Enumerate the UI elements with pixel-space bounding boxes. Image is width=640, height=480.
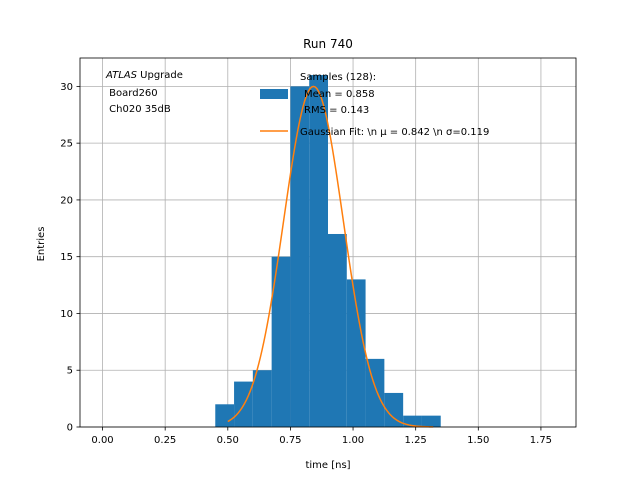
histogram-bar <box>215 404 235 427</box>
chart-title: Run 740 <box>303 37 353 51</box>
y-tick-label: 30 <box>60 82 73 93</box>
y-tick-label: 5 <box>67 366 73 377</box>
x-tick-label: 0.00 <box>91 435 113 446</box>
y-tick-label: 20 <box>60 195 73 206</box>
x-tick-label: 0.75 <box>279 435 301 446</box>
histogram-bar <box>384 392 404 427</box>
y-tick-label: 15 <box>60 252 73 263</box>
y-tick-label: 25 <box>60 139 73 150</box>
atlas-annotation: ATLAS Upgrade Board260 Ch020 35dB <box>105 70 183 115</box>
x-tick-label: 1.00 <box>342 435 364 446</box>
x-axis-label: time [ns] <box>305 460 350 471</box>
x-tick-label: 0.50 <box>217 435 239 446</box>
histogram-bar <box>290 86 310 427</box>
y-axis-label: Entries <box>36 227 47 262</box>
x-tick-label: 0.25 <box>154 435 176 446</box>
legend: Samples (128): Mean = 0.858 RMS = 0.143 … <box>260 72 489 138</box>
histogram-bar <box>271 256 291 427</box>
legend-histogram-swatch <box>260 89 288 99</box>
x-axis-ticks: 0.00 0.25 0.50 0.75 1.00 1.25 1.50 1.75 <box>91 427 552 446</box>
atlas-annotation-channel: Ch020 35dB <box>106 104 171 115</box>
atlas-annotation-title: ATLAS Upgrade <box>105 70 183 81</box>
axes-frame <box>79 57 577 428</box>
histogram-bar <box>421 415 441 427</box>
x-tick-label: 1.75 <box>530 435 552 446</box>
legend-mean-label: Mean = 0.858 <box>304 89 375 100</box>
y-tick-label: 0 <box>67 423 73 434</box>
histogram-bar <box>403 415 422 427</box>
gaussian-fit-curve <box>227 85 434 428</box>
histogram-bar <box>346 279 366 427</box>
legend-fit-label: Gaussian Fit: \n μ = 0.842 \n σ=0.119 <box>300 127 489 138</box>
y-axis-ticks: 0 5 10 15 20 25 30 <box>60 82 80 434</box>
x-tick-label: 1.50 <box>467 435 489 446</box>
histogram-bars <box>215 75 441 428</box>
histogram-bar <box>309 75 328 428</box>
x-tick-label: 1.25 <box>405 435 427 446</box>
atlas-annotation-board: Board260 <box>106 88 158 99</box>
y-tick-label: 10 <box>60 309 73 320</box>
legend-samples-label: Samples (128): <box>300 72 376 83</box>
histogram-bar <box>365 358 385 427</box>
histogram-bar <box>328 233 347 427</box>
legend-rms-label: RMS = 0.143 <box>304 105 369 116</box>
histogram-bar <box>252 370 272 427</box>
